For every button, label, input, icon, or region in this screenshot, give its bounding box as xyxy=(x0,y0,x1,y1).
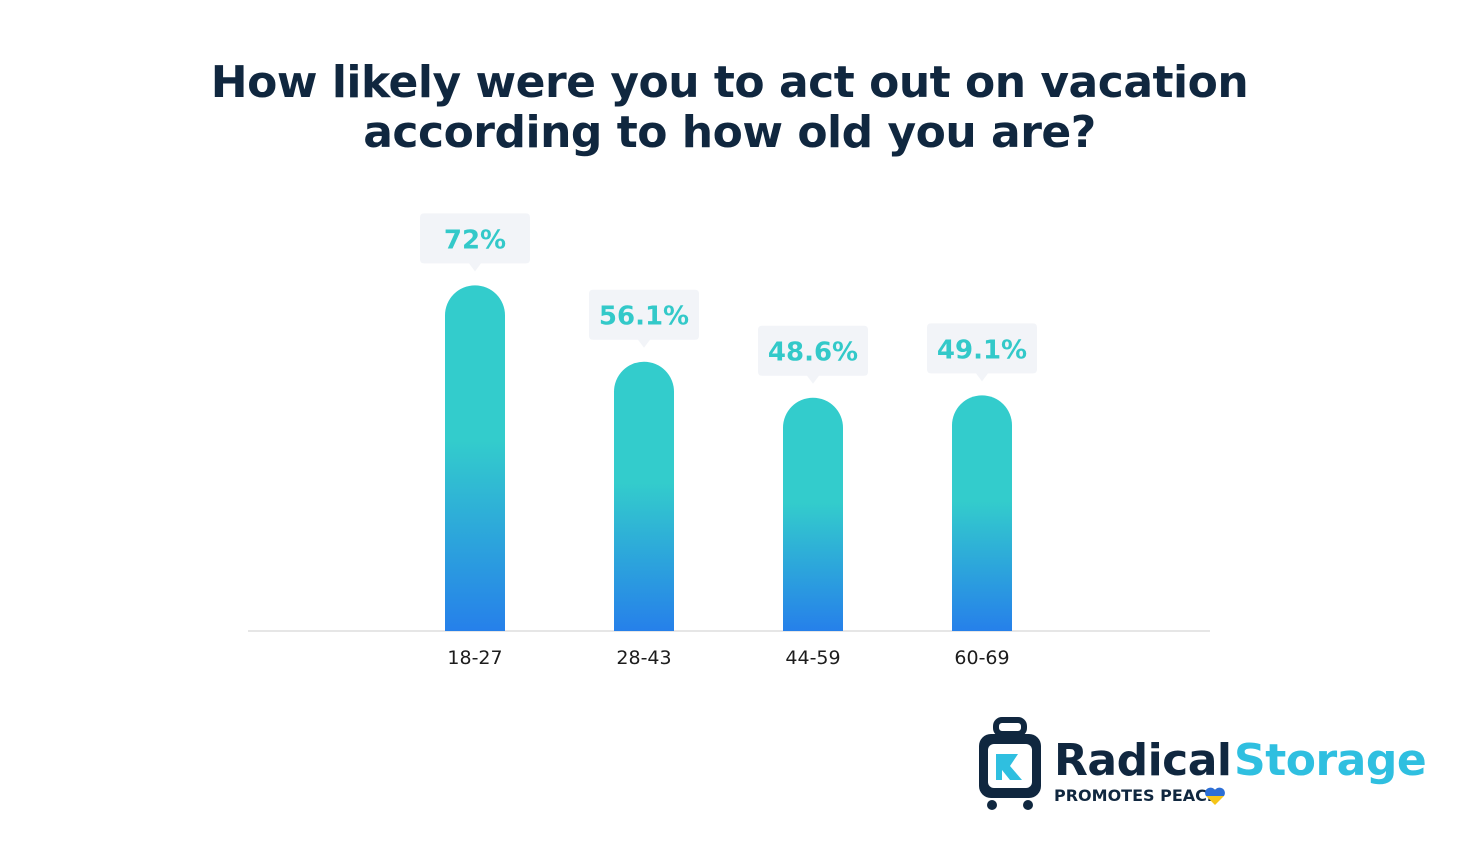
x-tick-label-28-43: 28-43 xyxy=(616,647,671,669)
bar-44-59 xyxy=(783,397,843,631)
heart-flag-icon xyxy=(1205,787,1225,805)
x-tick-label-60-69: 60-69 xyxy=(954,647,1009,669)
bar-60-69 xyxy=(952,395,1012,631)
brand-logo: Radical Storage PROMOTES PEACE xyxy=(976,716,1427,812)
chart-title-line2: according to how old you are? xyxy=(363,107,1096,158)
x-tick-label-44-59: 44-59 xyxy=(785,647,840,669)
brand-word-radical: Radical xyxy=(1054,735,1232,786)
value-label-18-27: 72% xyxy=(444,225,506,255)
value-callout-44-59 xyxy=(758,325,868,384)
value-label-28-43: 56.1% xyxy=(599,302,689,332)
suitcase-icon xyxy=(979,717,1041,810)
brand-word-storage: Storage xyxy=(1234,735,1427,786)
x-tick-label-18-27: 18-27 xyxy=(447,647,502,669)
chart-title: How likely were you to act out on vacati… xyxy=(0,58,1459,158)
bar-28-43 xyxy=(614,361,674,631)
value-callout-60-69 xyxy=(927,323,1037,382)
brand-tagline: PROMOTES PEACE xyxy=(1054,786,1218,805)
value-callout-28-43 xyxy=(589,289,699,348)
value-label-44-59: 48.6% xyxy=(768,338,858,368)
value-label-60-69: 49.1% xyxy=(937,335,1027,365)
value-callout-18-27 xyxy=(420,213,530,272)
bar-18-27 xyxy=(445,285,505,631)
chart-title-line1: How likely were you to act out on vacati… xyxy=(210,57,1249,108)
